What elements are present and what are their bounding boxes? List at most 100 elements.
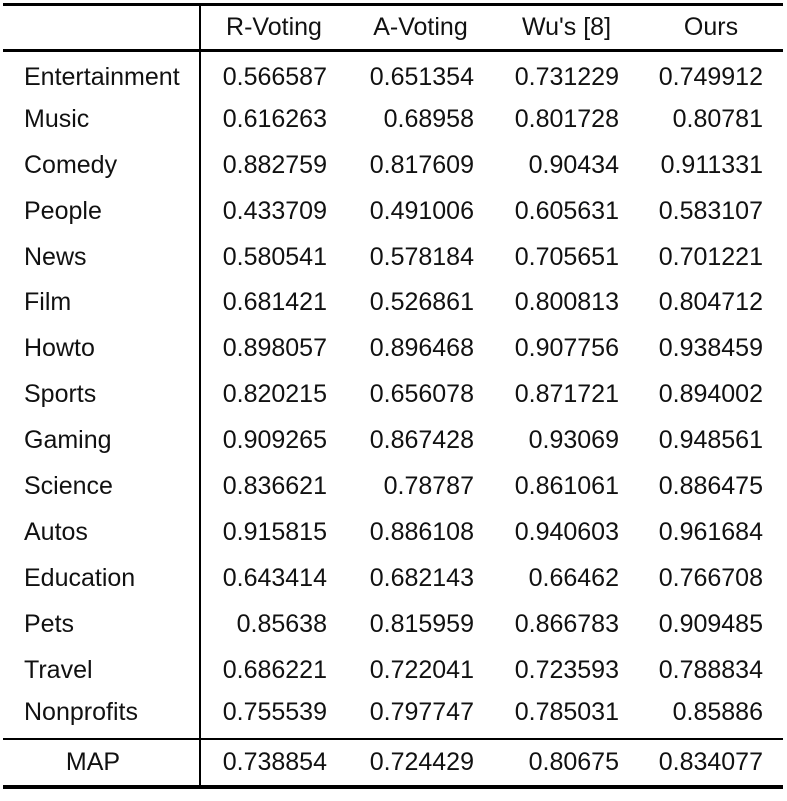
table-row: Film 0.681421 0.526861 0.800813 0.804712	[3, 279, 783, 326]
cell-r-voting: 0.681421	[222, 288, 327, 317]
cell-wu: 0.723593	[514, 655, 619, 684]
table-row: Nonprofits 0.755539 0.797747 0.785031 0.8588…	[3, 692, 783, 739]
cell-a-voting: 0.817609	[369, 150, 474, 179]
cell-r-voting: 0.820215	[222, 380, 327, 409]
cell-r-voting: 0.915815	[222, 517, 327, 546]
cell-a-voting: 0.815959	[369, 609, 474, 638]
cell-r-voting: 0.616263	[222, 104, 327, 133]
cell-ours: 0.583107	[658, 196, 763, 225]
cell-ours: 0.961684	[658, 517, 763, 546]
cell-ours: 0.80781	[672, 104, 763, 133]
table-row: Howto 0.898057 0.896468 0.907756 0.938459	[3, 325, 783, 372]
cell-wu: 0.705651	[514, 242, 619, 271]
cell-ours: 0.701221	[658, 242, 763, 271]
row-label: Science	[3, 463, 201, 510]
table-row: Comedy 0.882759 0.817609 0.90434 0.911331	[3, 142, 783, 189]
cell-wu: 0.605631	[514, 196, 619, 225]
cell-a-voting: 0.797747	[369, 697, 474, 726]
row-label: Education	[3, 555, 201, 602]
row-label: Nonprofits	[3, 692, 201, 739]
header-category	[3, 3, 201, 52]
cell-wu: 0.731229	[514, 62, 619, 91]
cell-a-voting: 0.68958	[383, 104, 474, 133]
cell-r-voting: 0.836621	[222, 471, 327, 500]
table-row: People 0.433709 0.491006 0.605631 0.583107	[3, 188, 783, 235]
table-header: R-Voting A-Voting Wu's [8] Ours	[3, 3, 783, 52]
table-row: Autos 0.915815 0.886108 0.940603 0.961684	[3, 509, 783, 556]
cell-ours: 0.911331	[660, 150, 763, 179]
cell-ours: 0.788834	[658, 655, 763, 684]
cell-a-voting: 0.682143	[369, 563, 474, 592]
header-row: R-Voting A-Voting Wu's [8] Ours	[3, 3, 783, 52]
cell-a-voting: 0.886108	[369, 517, 474, 546]
header-r-voting: R-Voting	[200, 3, 347, 52]
cell-r-voting: 0.580541	[222, 242, 327, 271]
table-row: Travel 0.686221 0.722041 0.723593 0.788834	[3, 647, 783, 693]
cell-wu: 0.907756	[514, 334, 619, 363]
table-footer: MAP 0.738854 0.724429 0.80675 0.834077	[3, 737, 783, 789]
cell-wu: 0.866783	[514, 609, 619, 638]
row-label: Music	[3, 96, 201, 143]
cell-a-voting: 0.651354	[369, 62, 474, 91]
cell-r-voting: 0.898057	[222, 334, 327, 363]
row-label: Autos	[3, 509, 201, 556]
cell-ours: 0.85886	[672, 697, 763, 726]
row-label: Film	[3, 279, 201, 326]
map-label: MAP	[3, 737, 201, 789]
map-value-ours: 0.834077	[639, 737, 783, 789]
cell-r-voting: 0.686221	[222, 655, 327, 684]
row-label: People	[3, 188, 201, 235]
cell-wu: 0.785031	[514, 697, 619, 726]
table-body: Entertainment 0.566587 0.651354 0.731229 0.7…	[3, 50, 783, 739]
cell-r-voting: 0.433709	[222, 196, 327, 225]
header-wu: Wu's [8]	[494, 3, 639, 52]
cell-r-voting: 0.909265	[222, 426, 327, 455]
header-ours: Ours	[639, 3, 783, 52]
table-row: Education 0.643414 0.682143 0.66462 0.766708	[3, 555, 783, 602]
table-row: Gaming 0.909265 0.867428 0.93069 0.948561	[3, 417, 783, 464]
table-row: Science 0.836621 0.78787 0.861061 0.886475	[3, 463, 783, 510]
cell-a-voting: 0.78787	[383, 471, 474, 500]
cell-a-voting: 0.526861	[369, 288, 474, 317]
map-value-r-voting: 0.738854	[200, 737, 347, 789]
cell-wu: 0.93069	[528, 426, 619, 455]
cell-a-voting: 0.867428	[369, 426, 474, 455]
cell-ours: 0.804712	[658, 288, 763, 317]
cell-r-voting: 0.643414	[222, 563, 327, 592]
table-row: News 0.580541 0.578184 0.705651 0.701221	[3, 234, 783, 280]
cell-wu: 0.66462	[528, 563, 619, 592]
cell-ours: 0.886475	[658, 471, 763, 500]
cell-a-voting: 0.578184	[369, 242, 474, 271]
row-label: Sports	[3, 371, 201, 418]
cell-wu: 0.861061	[514, 471, 619, 500]
map-value-a-voting: 0.724429	[347, 737, 494, 789]
cell-r-voting: 0.882759	[222, 150, 327, 179]
cell-ours: 0.938459	[658, 334, 763, 363]
cell-wu: 0.90434	[528, 150, 619, 179]
table-row: Pets 0.85638 0.815959 0.866783 0.909485	[3, 601, 783, 648]
cell-wu: 0.801728	[514, 104, 619, 133]
results-table: R-Voting A-Voting Wu's [8] Ours Entertai…	[3, 3, 783, 789]
cell-wu: 0.800813	[514, 288, 619, 317]
cell-a-voting: 0.896468	[369, 334, 474, 363]
row-label: Travel	[3, 647, 201, 693]
map-row: MAP 0.738854 0.724429 0.80675 0.834077	[3, 737, 783, 789]
cell-ours: 0.909485	[658, 609, 763, 638]
cell-a-voting: 0.656078	[369, 380, 474, 409]
cell-wu: 0.871721	[514, 380, 619, 409]
row-label: News	[3, 234, 201, 280]
row-label: Pets	[3, 601, 201, 648]
table-row: Sports 0.820215 0.656078 0.871721 0.894002	[3, 371, 783, 418]
row-label: Howto	[3, 325, 201, 372]
row-label: Gaming	[3, 417, 201, 464]
row-label: Entertainment	[3, 50, 201, 97]
cell-r-voting: 0.755539	[222, 697, 327, 726]
cell-a-voting: 0.491006	[369, 196, 474, 225]
table-row: Entertainment 0.566587 0.651354 0.731229 0.7…	[3, 50, 783, 97]
row-label: Comedy	[3, 142, 201, 189]
cell-a-voting: 0.722041	[369, 655, 474, 684]
cell-ours: 0.894002	[658, 380, 763, 409]
cell-wu: 0.940603	[514, 517, 619, 546]
cell-ours: 0.766708	[658, 563, 763, 592]
